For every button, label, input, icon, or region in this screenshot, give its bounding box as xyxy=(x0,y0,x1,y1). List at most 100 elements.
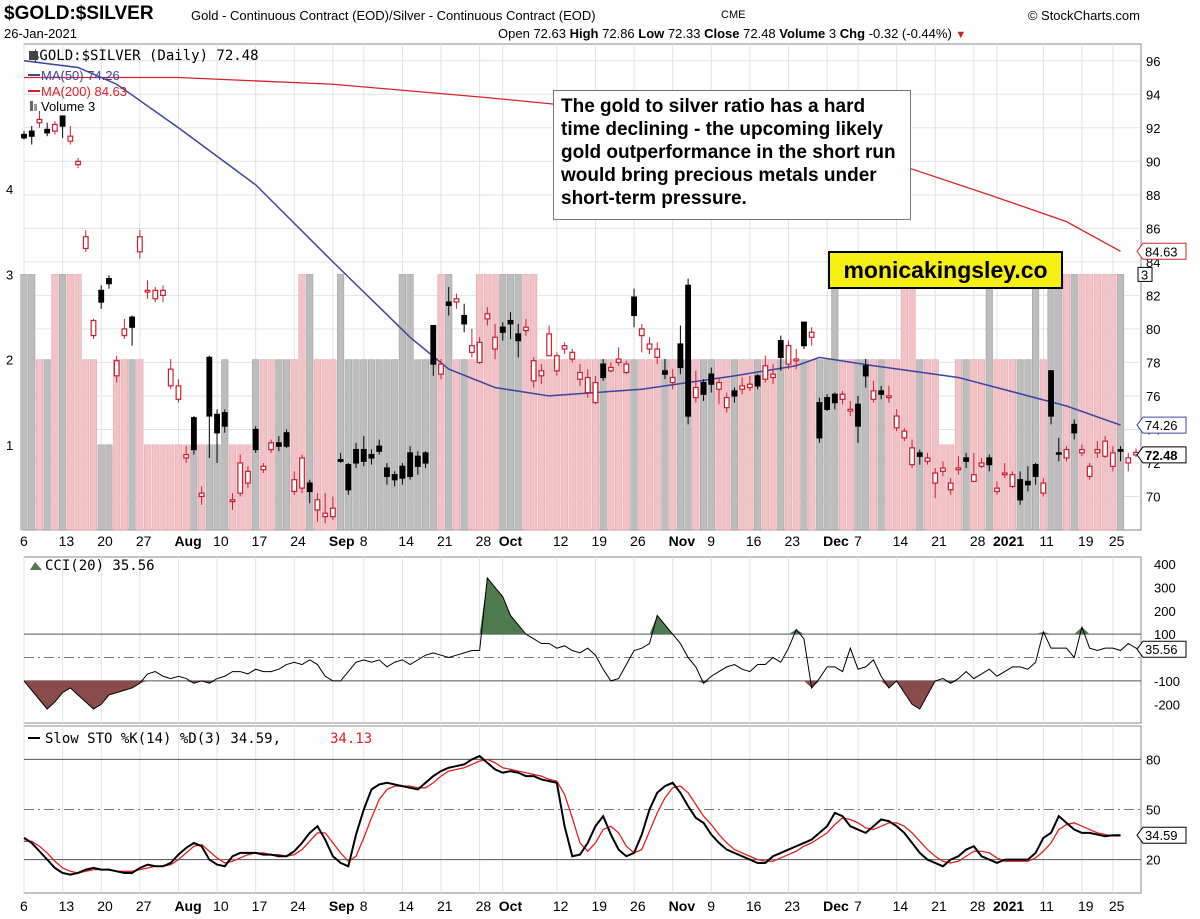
volume-bar xyxy=(1055,274,1063,531)
candle-body xyxy=(484,313,491,320)
down-arrow-icon: ▼ xyxy=(955,29,967,41)
candle-body xyxy=(584,376,591,394)
ohlc-summary: Open 72.63 High 72.86 Low 72.33 Close 72… xyxy=(498,26,966,41)
candle-body xyxy=(345,464,352,491)
candle-body xyxy=(831,393,838,404)
volume-bar xyxy=(1078,274,1086,531)
x-date-label: 2021 xyxy=(993,898,1024,914)
candle-body xyxy=(445,301,452,307)
volume-bar xyxy=(445,274,453,531)
x-date-label: 27 xyxy=(136,533,152,549)
candle-body xyxy=(1063,448,1070,459)
candle-body xyxy=(955,467,962,471)
volume-bar xyxy=(35,359,43,531)
volume-bar xyxy=(1093,274,1101,531)
volume-bar xyxy=(391,359,399,531)
x-date-label: Sep xyxy=(329,533,355,549)
candle-body xyxy=(646,343,653,350)
cci-value-tag-text: 35.56 xyxy=(1145,642,1178,657)
volume-bar xyxy=(144,444,152,531)
candle-body xyxy=(229,499,236,503)
x-date-label: 23 xyxy=(785,898,801,914)
candle-body xyxy=(870,390,877,400)
candle-body xyxy=(245,470,251,484)
volume-bar xyxy=(1032,274,1040,531)
candle-body xyxy=(175,385,182,400)
volume-bar xyxy=(622,359,630,531)
cci-tick-label: 200 xyxy=(1154,604,1176,619)
volume-bar xyxy=(784,359,793,531)
candle-body xyxy=(507,319,514,325)
volume-bar xyxy=(89,359,98,531)
candle-body xyxy=(515,333,522,342)
volume-bar xyxy=(306,274,314,531)
volume-bar xyxy=(167,444,175,531)
volume-bar xyxy=(128,359,136,531)
volume-bar xyxy=(530,274,538,531)
x-date-label: 13 xyxy=(59,533,75,549)
candle-body xyxy=(214,413,220,434)
candle-body xyxy=(654,348,661,358)
candle-body xyxy=(1071,423,1078,434)
candle-body xyxy=(716,381,722,390)
candle-body xyxy=(183,453,190,459)
candle-body xyxy=(468,345,475,353)
chg-value: -0.32 (-0.44%) xyxy=(868,26,952,41)
candle-body xyxy=(337,459,344,462)
candle-body xyxy=(291,479,298,493)
volume-bar xyxy=(337,274,345,531)
x-date-label: 28 xyxy=(970,898,986,914)
volume-bar xyxy=(854,359,862,531)
cci-legend-icon xyxy=(30,562,42,570)
volume-bar xyxy=(174,444,182,531)
volume-bar xyxy=(120,359,128,531)
x-date-label: 28 xyxy=(476,898,492,914)
volume-bar xyxy=(808,359,816,531)
volume-bar xyxy=(978,359,986,531)
candle-body xyxy=(461,314,468,325)
candle-body xyxy=(353,448,359,464)
candle-body xyxy=(754,375,761,387)
volume-bar xyxy=(429,359,437,531)
volume-legend: Volume 3 xyxy=(41,99,95,114)
volume-bar xyxy=(916,359,924,531)
candle-body xyxy=(322,512,329,518)
volume-bar xyxy=(43,359,51,531)
x-date-label: 19 xyxy=(591,533,607,549)
x-date-label: 19 xyxy=(1078,533,1094,549)
sto-legend: Slow STO %K(14) %D(3) 34.59, xyxy=(45,731,281,747)
x-date-label: 6 xyxy=(20,898,28,914)
volume-bar xyxy=(638,359,646,531)
volume-bar xyxy=(877,359,885,531)
volume-value-tag xyxy=(1137,266,1153,282)
candle-body xyxy=(847,408,854,412)
x-date-label: 11 xyxy=(1039,898,1054,914)
cci-tick-label: -100 xyxy=(1154,674,1180,689)
candle-body xyxy=(546,333,553,357)
x-date-label: 16 xyxy=(746,533,762,549)
candle-body xyxy=(152,289,159,300)
sto-k-line xyxy=(23,754,1121,876)
x-date-label: Sep xyxy=(329,898,355,914)
volume-bar xyxy=(630,359,638,531)
candle-body xyxy=(167,368,174,387)
candle-body xyxy=(785,345,792,365)
candle-body xyxy=(1040,482,1047,494)
candle-body xyxy=(916,452,923,457)
x-date-label: 19 xyxy=(591,898,607,914)
volume-label: Volume xyxy=(779,26,826,41)
volume-bar xyxy=(97,444,105,531)
candle-body xyxy=(692,386,699,399)
x-date-label: 19 xyxy=(1078,898,1094,914)
volume-bar xyxy=(576,359,584,531)
candle-body xyxy=(407,452,414,477)
volume-bar xyxy=(367,359,376,531)
volume-bar xyxy=(290,359,298,531)
volume-bar xyxy=(298,274,306,531)
candle-body xyxy=(129,316,136,328)
volume-bar xyxy=(777,359,785,531)
volume-bar xyxy=(522,274,530,531)
close-value-tag-shape xyxy=(1136,446,1187,464)
candle-body xyxy=(376,445,383,452)
